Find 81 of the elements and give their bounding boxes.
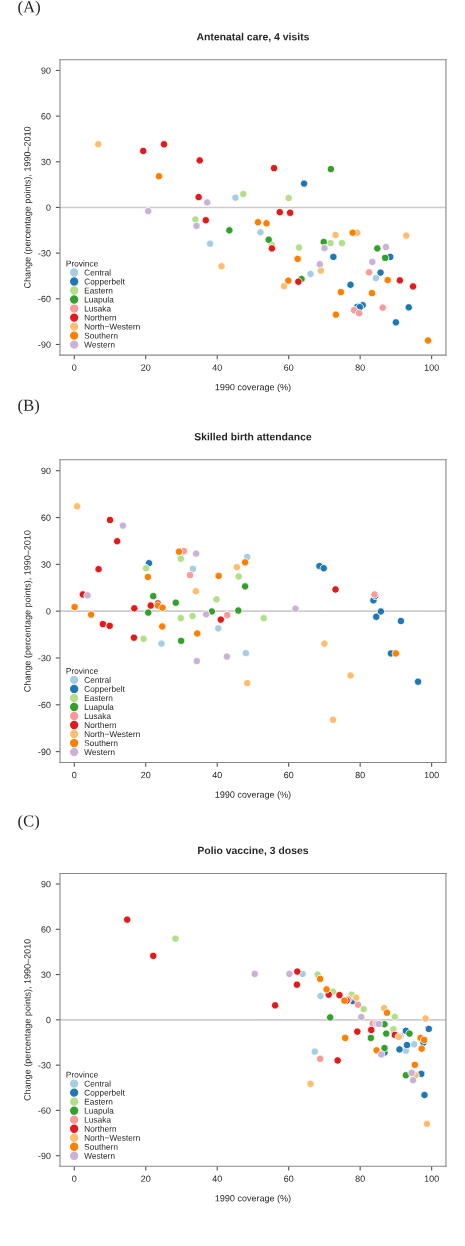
legend-label: Copperbelt xyxy=(84,1089,125,1098)
x-axis-title: 1990 coverage (%) xyxy=(215,1194,291,1204)
y-tick-label: -90 xyxy=(38,748,51,755)
legend-label: Eastern xyxy=(84,1098,113,1105)
legend-label: Central xyxy=(84,1080,111,1087)
legend-label: Luapula xyxy=(84,703,114,712)
y-tick-label: -60 xyxy=(38,295,51,303)
legend-label: Luapula xyxy=(84,1107,114,1116)
legend-label: Northern xyxy=(84,314,117,321)
chart-title: Antenatal care, 4 visits xyxy=(196,32,309,42)
y-tick-label: -90 xyxy=(38,1152,51,1160)
legend-label: Eastern xyxy=(84,695,113,701)
legend-label: Southern xyxy=(84,1143,118,1150)
x-tick-label: 80 xyxy=(355,364,365,371)
y-axis-title: Change (percentage points), 1990–2010 xyxy=(23,530,33,692)
x-tick-label: 100 xyxy=(424,771,439,779)
y-axis-title: Change (percentage points), 1990–2010 xyxy=(23,126,33,289)
legend-label: Southern xyxy=(84,739,118,747)
x-tick-label: 0 xyxy=(72,771,77,779)
legend-label: Western xyxy=(84,749,115,756)
legend-title: Province xyxy=(66,260,98,267)
y-tick-label: 60 xyxy=(41,926,51,933)
legend-label: Lusaka xyxy=(84,712,112,719)
y-tick-label: 0 xyxy=(46,1016,51,1024)
x-tick-label: 80 xyxy=(355,1175,365,1182)
legend-label: Copperbelt xyxy=(84,685,125,694)
y-tick-label: -30 xyxy=(38,1062,51,1069)
x-tick-label: 0 xyxy=(72,1175,77,1182)
y-tick-label: -90 xyxy=(38,341,51,348)
y-tick-label: -30 xyxy=(38,250,51,257)
y-tick-label: 90 xyxy=(41,467,51,475)
x-axis-title: 1990 coverage (%) xyxy=(215,791,291,800)
y-tick-label: 0 xyxy=(46,608,51,615)
x-tick-label: 60 xyxy=(284,1175,294,1182)
x-tick-label: 20 xyxy=(141,1175,151,1182)
y-tick-label: 90 xyxy=(41,880,51,888)
legend-label: Southern xyxy=(84,332,118,339)
x-tick-label: 100 xyxy=(424,364,439,371)
x-tick-label: 60 xyxy=(284,364,294,371)
y-tick-label: 60 xyxy=(41,113,51,120)
y-tick-label: -60 xyxy=(38,701,51,709)
x-tick-label: 80 xyxy=(355,771,365,779)
y-tick-label: 30 xyxy=(41,971,51,978)
text: (B) xyxy=(18,399,40,415)
y-tick-label: -30 xyxy=(38,654,51,662)
legend-label: Eastern xyxy=(84,287,113,294)
legend-label: Central xyxy=(84,269,111,276)
x-tick-label: 40 xyxy=(212,364,222,371)
legend-label: North−Western xyxy=(84,323,140,330)
legend-label: Western xyxy=(84,341,115,348)
legend-label: Northern xyxy=(84,1125,117,1132)
text: (C) xyxy=(18,814,40,830)
chart-title: Skilled birth attendance xyxy=(194,432,312,441)
x-tick-label: 20 xyxy=(141,364,151,371)
legend-title: Province xyxy=(66,1071,98,1078)
y-tick-label: 90 xyxy=(41,67,51,74)
text: (A) xyxy=(18,0,40,16)
legend-label: Northern xyxy=(84,721,117,729)
legend-label: Lusaka xyxy=(84,305,112,312)
y-axis-title: Change (percentage points), 1990–2010 xyxy=(23,939,33,1101)
legend-label: Western xyxy=(84,1152,115,1159)
legend-label: North−Western xyxy=(84,1134,140,1141)
legend-label: Lusaka xyxy=(84,1116,112,1123)
x-tick-label: 20 xyxy=(141,771,151,779)
x-tick-label: 40 xyxy=(212,1175,222,1182)
legend-title: Province xyxy=(66,667,98,674)
y-tick-label: -60 xyxy=(38,1107,51,1114)
x-tick-label: 100 xyxy=(424,1175,439,1182)
legend-label: Copperbelt xyxy=(84,278,125,287)
y-tick-label: 0 xyxy=(46,204,51,211)
x-tick-label: 40 xyxy=(212,771,222,779)
x-tick-label: 60 xyxy=(284,771,294,779)
legend-label: Luapula xyxy=(84,296,114,305)
y-tick-label: 60 xyxy=(41,514,51,521)
y-tick-label: 30 xyxy=(41,158,51,166)
legend-label: North−Western xyxy=(84,730,140,738)
x-axis-title: 1990 coverage (%) xyxy=(215,383,291,393)
legend-label: Central xyxy=(84,676,111,683)
chart-title: Polio vaccine, 3 doses xyxy=(198,846,309,856)
y-tick-label: 30 xyxy=(41,561,51,568)
x-tick-label: 0 xyxy=(72,364,77,371)
